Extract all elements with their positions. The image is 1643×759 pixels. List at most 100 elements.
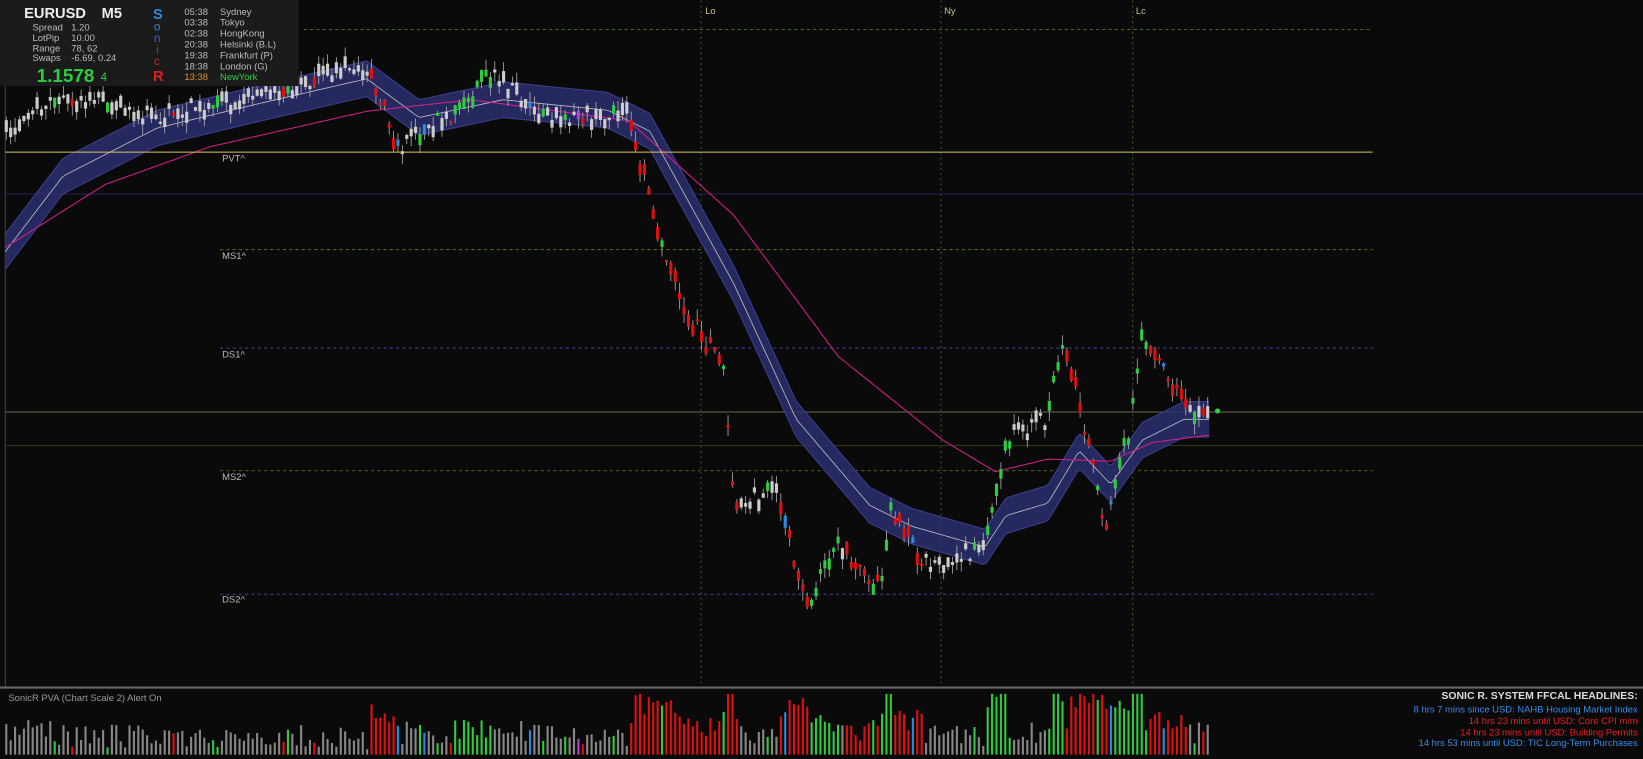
volume-bar — [682, 724, 686, 755]
volume-bar — [687, 718, 690, 755]
volume-bar — [1123, 708, 1126, 755]
candle-body — [911, 537, 915, 543]
volume-bar — [374, 718, 378, 755]
candle-body — [484, 69, 488, 77]
volume-bar — [1048, 728, 1051, 755]
volume-bar — [1043, 730, 1046, 755]
candle-body — [528, 101, 532, 108]
volume-bar — [234, 734, 237, 755]
volume-bar — [933, 725, 936, 755]
candle-body — [1201, 408, 1205, 416]
candle-body — [700, 331, 704, 342]
candle-body — [356, 65, 360, 72]
candle-body — [1135, 368, 1139, 374]
volume-bar — [1013, 740, 1016, 755]
volume-bar — [528, 730, 532, 755]
volume-bar — [903, 713, 906, 755]
volume-bar — [18, 734, 21, 755]
candle-body — [462, 97, 466, 110]
candle-body — [629, 119, 633, 131]
candle-body — [612, 105, 616, 114]
candle-body — [625, 102, 629, 114]
volume-bar — [665, 701, 668, 755]
volume-bar — [947, 731, 950, 755]
candle-body — [79, 96, 83, 101]
volume-bar — [370, 704, 373, 755]
volume-bar — [84, 726, 87, 755]
volume-bar — [467, 721, 470, 755]
candle-body — [937, 557, 941, 565]
candle-body — [444, 111, 448, 119]
volume-bar — [881, 713, 884, 755]
volume-bar — [828, 722, 831, 755]
volume-bar — [304, 746, 307, 755]
candle-body — [88, 91, 92, 101]
candle-body — [1096, 485, 1100, 491]
candle-body — [497, 80, 501, 87]
candle-body — [480, 70, 484, 82]
candle-body — [1197, 405, 1201, 418]
volume-bar — [1101, 694, 1104, 755]
volume-bar — [286, 729, 289, 755]
volume-bar — [1184, 727, 1187, 755]
volume-bar — [423, 732, 426, 755]
volume-bar — [1074, 707, 1077, 755]
candle-body — [396, 139, 400, 146]
volume-bar — [295, 745, 298, 755]
volume-bar — [1061, 701, 1064, 755]
candle-body — [1008, 441, 1012, 449]
volume-bar — [515, 736, 518, 755]
session-markers: Lo Ny Lc — [705, 5, 1146, 16]
volume-bar — [731, 693, 734, 755]
candle-body — [950, 562, 955, 565]
headlines-title: SONIC R. SYSTEM FFCAL HEADLINES: — [1441, 691, 1637, 702]
price: 1.1578 — [37, 65, 95, 86]
candle-body — [1122, 437, 1126, 446]
candle-body — [198, 101, 202, 112]
candle-body — [849, 562, 853, 568]
volume-bar — [247, 732, 250, 755]
volume-bar — [520, 721, 523, 755]
candle-body — [299, 77, 303, 85]
candle-body — [145, 105, 149, 111]
volume-bar — [810, 722, 813, 755]
candle-body — [858, 564, 862, 568]
volume-bar — [273, 742, 276, 755]
volume-bar — [524, 740, 527, 755]
volume-bar — [630, 723, 633, 755]
timeframe: M5 — [102, 6, 122, 22]
volume-bar — [647, 696, 650, 755]
volume-bar — [154, 740, 157, 755]
candle-body — [783, 515, 787, 528]
candle-body — [1043, 425, 1047, 430]
volume-bar — [1096, 699, 1099, 755]
candle-body — [603, 119, 607, 129]
candle-body — [594, 108, 598, 120]
candle-body — [378, 102, 382, 106]
candle-body — [110, 102, 114, 115]
volume-bar — [106, 747, 109, 755]
volume-bar — [885, 693, 888, 755]
candle-body — [431, 126, 435, 138]
candle-body — [1188, 404, 1192, 412]
candle-body — [281, 87, 286, 97]
candle-body — [215, 95, 220, 108]
candle-body — [845, 542, 849, 555]
candle-body — [1144, 342, 1148, 349]
candle-body — [827, 558, 831, 570]
candle-body — [713, 346, 717, 351]
volume-bar — [506, 732, 510, 755]
level-labels: PVT^ MS1^ DS1^ MS2^ DS2^ — [222, 153, 246, 605]
candle-body — [664, 259, 668, 263]
candle-body — [770, 481, 774, 493]
volume-bar — [845, 725, 848, 755]
volume-bar — [726, 693, 730, 755]
candle-body — [942, 565, 946, 573]
candle-body — [26, 112, 30, 120]
volume-bar — [603, 729, 606, 755]
candle-body — [1034, 410, 1038, 423]
volume-bar — [348, 738, 351, 755]
volume-bar — [1105, 708, 1108, 755]
candle-body — [246, 88, 250, 97]
